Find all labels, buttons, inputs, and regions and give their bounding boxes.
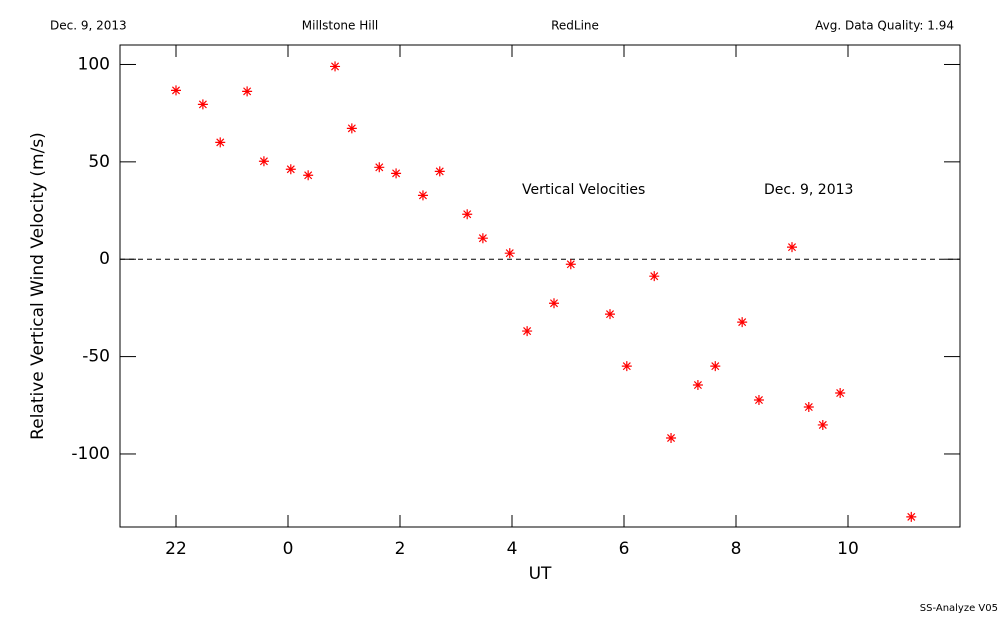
annotation: Vertical Velocities — [522, 182, 645, 198]
data-point — [303, 170, 314, 181]
data-point — [258, 156, 269, 167]
data-point — [504, 248, 515, 259]
data-point — [522, 326, 533, 337]
x-tick-label: 4 — [507, 539, 518, 559]
data-point — [737, 317, 748, 328]
data-point — [346, 123, 357, 134]
data-point — [330, 61, 341, 72]
data-point — [906, 511, 917, 522]
data-point — [666, 433, 677, 443]
data-point — [817, 419, 828, 430]
data-point — [621, 361, 632, 372]
x-tick-label: 6 — [619, 539, 630, 559]
data-point — [374, 162, 385, 173]
y-tick-label: 0 — [99, 249, 110, 269]
data-point — [242, 86, 253, 97]
x-tick-label: 0 — [283, 539, 294, 559]
y-tick-label: -100 — [71, 444, 110, 464]
data-point — [197, 99, 208, 110]
data-point — [803, 402, 814, 413]
data-point — [285, 164, 296, 175]
data-point — [605, 309, 615, 320]
plot-frame — [119, 44, 961, 528]
data-point — [787, 242, 797, 253]
data-point — [753, 395, 764, 406]
data-point — [565, 259, 576, 270]
data-point — [649, 271, 660, 282]
y-tick-label: -50 — [82, 347, 110, 367]
y-tick-label: 50 — [88, 152, 110, 172]
x-tick-label: 10 — [837, 539, 859, 559]
y-tick-label: 100 — [78, 54, 110, 74]
data-point — [549, 298, 559, 309]
data-point — [477, 233, 488, 244]
x-tick-label: 22 — [165, 539, 187, 559]
data-point — [215, 137, 226, 148]
data-point — [692, 380, 703, 391]
header-instrument: RedLine — [551, 19, 599, 33]
x-axis-label: UT — [529, 564, 552, 584]
data-point — [462, 209, 473, 220]
data-point — [710, 361, 721, 372]
data-point — [835, 388, 846, 399]
data-point — [171, 85, 181, 96]
footer: SS-Analyze V05 — [920, 603, 998, 614]
annotation: Dec. 9, 2013 — [764, 182, 853, 198]
x-tick-label: 2 — [395, 539, 406, 559]
x-tick-label: 8 — [731, 539, 742, 559]
header-site: Millstone Hill — [302, 19, 378, 33]
header-quality: Avg. Data Quality: 1.94 — [815, 19, 954, 33]
data-point — [391, 168, 402, 179]
data-point — [417, 190, 428, 201]
y-axis-label: Relative Vertical Wind Velocity (m/s) — [28, 132, 48, 440]
data-point — [434, 166, 445, 177]
header-date: Dec. 9, 2013 — [50, 19, 127, 33]
